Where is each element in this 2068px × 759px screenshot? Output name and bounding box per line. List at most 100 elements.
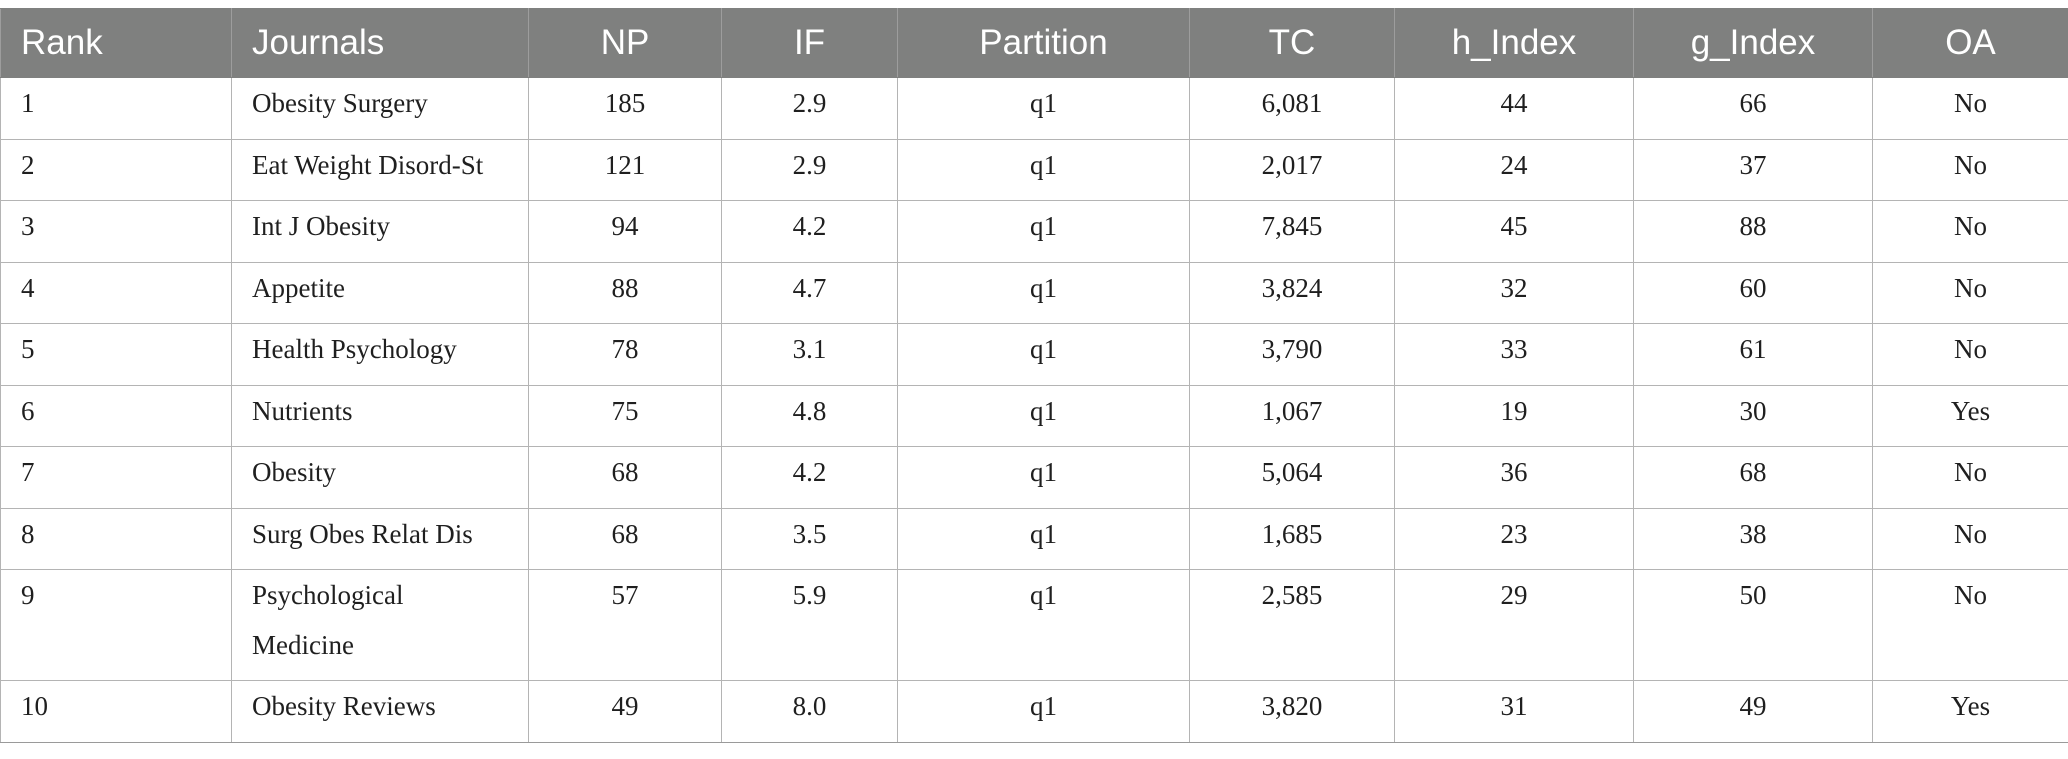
header-if: IF	[721, 8, 898, 78]
cell-g-index: 50	[1633, 569, 1873, 681]
cell-if: 4.7	[721, 261, 898, 324]
cell-g-index: 38	[1633, 507, 1873, 570]
cell-journal: Health Psychology	[231, 323, 529, 386]
cell-if: 3.5	[721, 507, 898, 570]
header-rank: Rank	[0, 8, 232, 78]
cell-tc: 6,081	[1189, 77, 1395, 140]
cell-h-index: 45	[1394, 200, 1634, 263]
cell-oa: Yes	[1872, 680, 2068, 743]
cell-g-index: 61	[1633, 323, 1873, 386]
cell-partition: q1	[897, 261, 1190, 324]
cell-partition: q1	[897, 680, 1190, 743]
cell-tc: 3,824	[1189, 261, 1395, 324]
cell-np: 68	[528, 507, 722, 570]
cell-rank: 7	[0, 446, 232, 509]
cell-rank: 4	[0, 261, 232, 324]
journals-table-container: Rank Journals NP IF Partition TC h_Index…	[0, 8, 2068, 743]
cell-rank: 3	[0, 200, 232, 263]
cell-tc: 7,845	[1189, 200, 1395, 263]
cell-oa: No	[1872, 138, 2068, 201]
cell-h-index: 44	[1394, 77, 1634, 140]
cell-np: 78	[528, 323, 722, 386]
cell-rank: 1	[0, 77, 232, 140]
table-row: 1 Obesity Surgery 185 2.9 q1 6,081 44 66…	[0, 77, 2068, 140]
header-journals: Journals	[231, 8, 529, 78]
cell-np: 68	[528, 446, 722, 509]
cell-partition: q1	[897, 323, 1190, 386]
cell-tc: 3,820	[1189, 680, 1395, 743]
cell-rank: 6	[0, 384, 232, 447]
cell-g-index: 49	[1633, 680, 1873, 743]
cell-g-index: 30	[1633, 384, 1873, 447]
cell-g-index: 60	[1633, 261, 1873, 324]
header-g-index: g_Index	[1633, 8, 1873, 78]
cell-g-index: 88	[1633, 200, 1873, 263]
cell-oa: No	[1872, 507, 2068, 570]
cell-h-index: 32	[1394, 261, 1634, 324]
header-partition: Partition	[897, 8, 1190, 78]
cell-partition: q1	[897, 200, 1190, 263]
cell-if: 2.9	[721, 138, 898, 201]
cell-np: 121	[528, 138, 722, 201]
cell-journal: Psychological Medicine	[231, 569, 529, 681]
cell-g-index: 68	[1633, 446, 1873, 509]
cell-journal: Int J Obesity	[231, 200, 529, 263]
table-row: 2 Eat Weight Disord-St 121 2.9 q1 2,017 …	[0, 138, 2068, 201]
cell-journal: Nutrients	[231, 384, 529, 447]
cell-if: 3.1	[721, 323, 898, 386]
cell-rank: 8	[0, 507, 232, 570]
cell-oa: No	[1872, 261, 2068, 324]
cell-if: 2.9	[721, 77, 898, 140]
cell-tc: 1,067	[1189, 384, 1395, 447]
cell-partition: q1	[897, 569, 1190, 681]
cell-if: 8.0	[721, 680, 898, 743]
cell-oa: No	[1872, 446, 2068, 509]
table-row: 7 Obesity 68 4.2 q1 5,064 36 68 No	[0, 446, 2068, 509]
cell-h-index: 29	[1394, 569, 1634, 681]
cell-np: 88	[528, 261, 722, 324]
header-tc: TC	[1189, 8, 1395, 78]
cell-if: 4.2	[721, 200, 898, 263]
cell-journal: Obesity Surgery	[231, 77, 529, 140]
cell-oa: No	[1872, 569, 2068, 681]
cell-g-index: 66	[1633, 77, 1873, 140]
cell-tc: 2,585	[1189, 569, 1395, 681]
cell-tc: 5,064	[1189, 446, 1395, 509]
table-row: 9 Psychological Medicine 57 5.9 q1 2,585…	[0, 569, 2068, 681]
cell-oa: Yes	[1872, 384, 2068, 447]
table-row: 4 Appetite 88 4.7 q1 3,824 32 60 No	[0, 261, 2068, 324]
cell-partition: q1	[897, 507, 1190, 570]
header-row: Rank Journals NP IF Partition TC h_Index…	[0, 8, 2068, 78]
cell-np: 75	[528, 384, 722, 447]
table-row: 5 Health Psychology 78 3.1 q1 3,790 33 6…	[0, 323, 2068, 386]
cell-h-index: 24	[1394, 138, 1634, 201]
header-oa: OA	[1872, 8, 2068, 78]
cell-partition: q1	[897, 384, 1190, 447]
cell-h-index: 19	[1394, 384, 1634, 447]
cell-if: 4.8	[721, 384, 898, 447]
table-body: 1 Obesity Surgery 185 2.9 q1 6,081 44 66…	[0, 77, 2068, 743]
cell-rank: 2	[0, 138, 232, 201]
cell-rank: 10	[0, 680, 232, 743]
cell-tc: 2,017	[1189, 138, 1395, 201]
cell-np: 185	[528, 77, 722, 140]
header-np: NP	[528, 8, 722, 78]
cell-partition: q1	[897, 77, 1190, 140]
cell-rank: 5	[0, 323, 232, 386]
header-h-index: h_Index	[1394, 8, 1634, 78]
cell-g-index: 37	[1633, 138, 1873, 201]
cell-np: 57	[528, 569, 722, 681]
journals-table: Rank Journals NP IF Partition TC h_Index…	[0, 8, 2068, 743]
cell-if: 5.9	[721, 569, 898, 681]
cell-h-index: 31	[1394, 680, 1634, 743]
cell-partition: q1	[897, 138, 1190, 201]
cell-np: 94	[528, 200, 722, 263]
cell-journal: Obesity Reviews	[231, 680, 529, 743]
cell-journal: Surg Obes Relat Dis	[231, 507, 529, 570]
table-row: 10 Obesity Reviews 49 8.0 q1 3,820 31 49…	[0, 680, 2068, 743]
cell-h-index: 36	[1394, 446, 1634, 509]
cell-oa: No	[1872, 77, 2068, 140]
cell-journal: Eat Weight Disord-St	[231, 138, 529, 201]
cell-tc: 3,790	[1189, 323, 1395, 386]
cell-partition: q1	[897, 446, 1190, 509]
